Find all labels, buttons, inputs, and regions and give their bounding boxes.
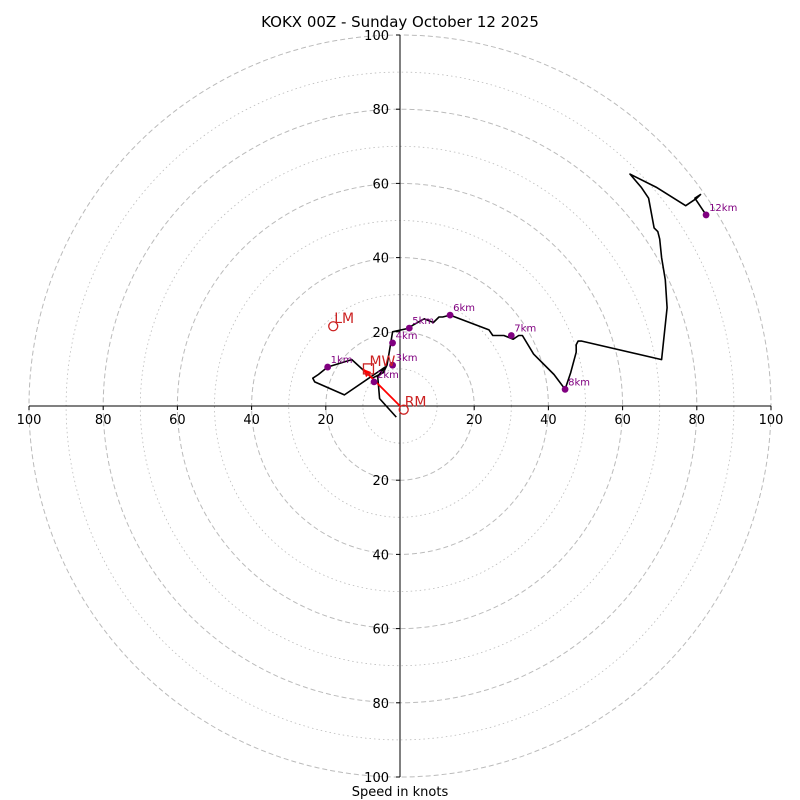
height-label-1km: 1km: [331, 355, 353, 366]
chart-title: KOKX 00Z - Sunday October 12 2025: [261, 13, 539, 31]
y-tick-label-top-40: 40: [372, 252, 389, 267]
height-label-2km: 2km: [377, 370, 399, 381]
x-tick-label-left-100: 100: [17, 413, 42, 428]
height-label-7km: 7km: [514, 324, 536, 335]
y-tick-label-top-100: 100: [364, 29, 389, 44]
height-marker-2km: [370, 378, 378, 386]
height-marker-5km: [405, 324, 413, 332]
x-tick-label-left-80: 80: [95, 413, 112, 428]
height-marker-3km: [389, 361, 396, 369]
y-tick-label-bottom-20: 20: [372, 474, 389, 489]
height-label-12km: 12km: [709, 203, 737, 214]
height-marker-1km: [324, 363, 332, 371]
x-axis-label: Speed in knots: [352, 785, 449, 800]
x-tick-label-right-20: 20: [466, 413, 483, 428]
storm-motion-marker-lm: [328, 321, 339, 332]
height-label-5km: 5km: [412, 316, 434, 327]
height-label-4km: 4km: [396, 331, 418, 342]
height-marker-4km: [389, 339, 396, 347]
y-tick-label-top-60: 60: [372, 177, 389, 192]
hodograph-trace-layer: [311, 173, 707, 418]
height-label-6km: 6km: [453, 303, 475, 314]
x-tick-label-left-60: 60: [169, 413, 186, 428]
storm-motion-marker-mw: [362, 363, 375, 375]
height-marker-6km: [446, 311, 454, 319]
x-tick-label-right-80: 80: [689, 413, 706, 428]
height-marker-7km: [507, 332, 515, 339]
hodograph-trace: [311, 173, 707, 418]
height-label-8km: 8km: [568, 377, 590, 388]
storm-motion-markers: LM RM MW: [328, 311, 427, 415]
y-tick-label-bottom-40: 40: [372, 548, 389, 563]
shear-vector-arrowhead: [362, 368, 372, 378]
height-marker-8km: [561, 385, 569, 393]
y-tick-label-top-20: 20: [372, 326, 389, 341]
tick-labels: 20 20 20 20 40 40 40 40 60 60 60 60 80 80 80 80 100 100 10…: [17, 29, 784, 786]
y-tick-label-bottom-80: 80: [372, 697, 389, 712]
height-label-3km: 3km: [396, 353, 418, 364]
x-tick-label-right-60: 60: [614, 413, 631, 428]
shear-vector-line: [362, 368, 401, 407]
height-markers: 1km 2km 3km 4km 5km 6km 7km 8km 12km: [324, 203, 737, 393]
x-tick-label-right-100: 100: [759, 413, 784, 428]
storm-motion-marker-rm: [398, 404, 409, 415]
storm-motion-label-lm: LM: [334, 311, 354, 327]
y-tick-label-top-80: 80: [372, 103, 389, 118]
x-tick-label-left-20: 20: [318, 413, 335, 428]
storm-motion-label-mw: MW: [369, 354, 395, 370]
x-tick-label-right-40: 40: [540, 413, 557, 428]
x-tick-label-left-40: 40: [243, 413, 260, 428]
y-tick-label-bottom-60: 60: [372, 623, 389, 638]
y-tick-label-bottom-100: 100: [364, 771, 389, 786]
storm-motion-label-rm: RM: [405, 395, 427, 411]
height-marker-12km: [702, 211, 710, 219]
